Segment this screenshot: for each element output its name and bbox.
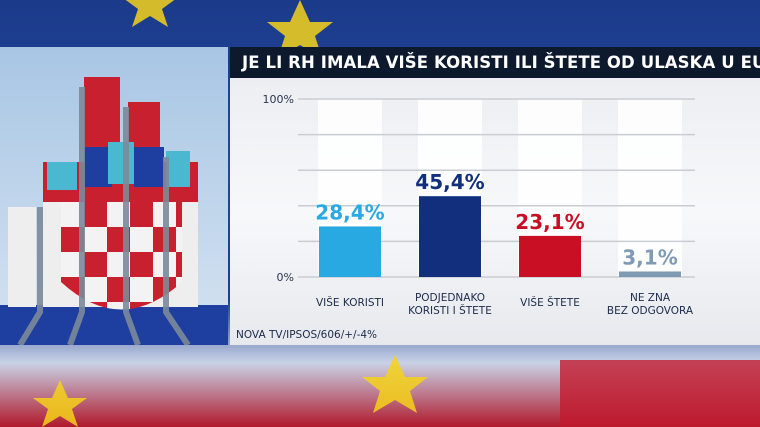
chart-panel: 0% 100% 28,4% VIŠE KORISTI 45,4% PODJEDNAKO KO… <box>230 78 760 345</box>
star-icon <box>125 0 175 27</box>
bar <box>619 271 681 277</box>
source-note: NOVA TV/IPSOS/606/+/-4% <box>236 329 377 341</box>
y-tick-label: 0% <box>277 271 294 284</box>
category-label: BEZ ODGOVORA <box>607 305 694 317</box>
category-label: VIŠE ŠTETE <box>520 296 580 309</box>
bar <box>419 196 481 277</box>
y-tick-label: 100% <box>263 93 294 106</box>
category-label: KORISTI I ŠTETE <box>408 304 492 317</box>
croatian-coat-of-arms-image <box>0 47 228 345</box>
star-icon <box>33 380 87 427</box>
value-label: 23,1% <box>515 210 584 234</box>
bar <box>319 226 381 277</box>
chart-title: JE LI RH IMALA VIŠE KORISTI ILI ŠTETE OD… <box>230 47 760 78</box>
star-icon <box>267 0 333 58</box>
bar-chart: 0% 100% 28,4% VIŠE KORISTI 45,4% PODJEDNAKOKO… <box>236 93 695 341</box>
value-label: 28,4% <box>315 200 384 224</box>
category-label: VIŠE KORISTI <box>316 296 384 309</box>
category-label: PODJEDNAKO <box>415 292 485 304</box>
star-icon <box>362 355 428 413</box>
value-label: 3,1% <box>622 245 677 269</box>
category-label: NE ZNA <box>630 292 671 304</box>
value-label: 45,4% <box>415 170 484 194</box>
bar <box>519 235 581 277</box>
column-background <box>618 99 682 277</box>
